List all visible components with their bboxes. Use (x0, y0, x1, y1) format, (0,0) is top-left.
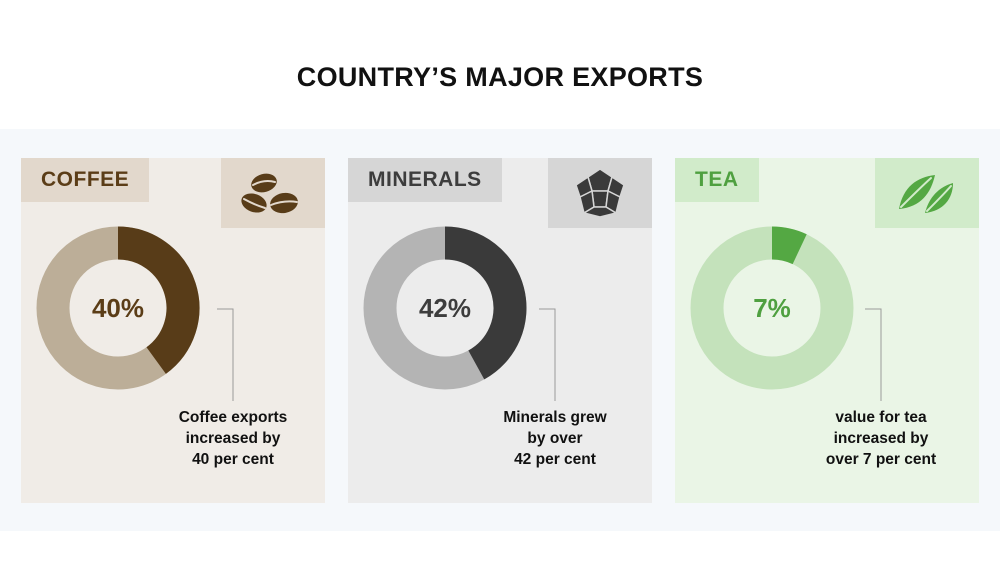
minerals-caption: Minerals grew by over 42 per cent (470, 407, 640, 470)
minerals-caption-line-2: by over (527, 430, 583, 447)
tea-card: TEA 7% value for tea increased by over 7… (675, 158, 979, 503)
tea-caption-line-2: increased by (833, 430, 929, 447)
minerals-donut-chart: 42% (363, 226, 527, 390)
coffee-caption: Coffee exports increased by 40 per cent (148, 407, 318, 470)
tea-caption: value for tea increased by over 7 per ce… (796, 407, 966, 470)
minerals-caption-line-1: Minerals grew (503, 409, 607, 426)
coffee-beans-icon (241, 173, 298, 214)
tea-donut-segment (771, 226, 807, 265)
crystal-icon (575, 168, 625, 218)
minerals-card: MINERALS 42% Minerals grew by over 42 pe… (348, 158, 652, 503)
minerals-icon-box (548, 158, 652, 228)
coffee-donut-chart: 40% (36, 226, 200, 390)
tea-leaves-icon (899, 175, 953, 213)
tea-donut-chart: 7% (690, 226, 854, 390)
tea-label: TEA (675, 158, 759, 202)
coffee-caption-line-2: increased by (185, 430, 281, 447)
coffee-caption-line-3: 40 per cent (192, 451, 274, 468)
minerals-donut-segment (444, 226, 527, 380)
minerals-connector-line (539, 308, 556, 401)
coffee-connector-line (217, 308, 234, 401)
coffee-donut-segment (117, 226, 200, 374)
coffee-icon-box (221, 158, 325, 228)
coffee-percent-label: 40% (92, 293, 144, 323)
tea-percent-label: 7% (753, 293, 791, 323)
page-title: COUNTRY’S MAJOR EXPORTS (296, 62, 704, 92)
tea-icon-box (875, 158, 979, 228)
tea-connector-line (865, 308, 882, 401)
coffee-caption-line-1: Coffee exports (178, 409, 288, 426)
minerals-caption-line-3: 42 per cent (514, 451, 596, 468)
minerals-label: MINERALS (348, 158, 502, 202)
coffee-label: COFFEE (21, 158, 150, 202)
tea-caption-line-1: value for tea (835, 409, 927, 426)
minerals-percent-label: 42% (419, 293, 471, 323)
tea-caption-line-3: over 7 per cent (825, 451, 937, 468)
coffee-card: COFFEE 40% Coffee exports increased by 4… (21, 158, 325, 503)
